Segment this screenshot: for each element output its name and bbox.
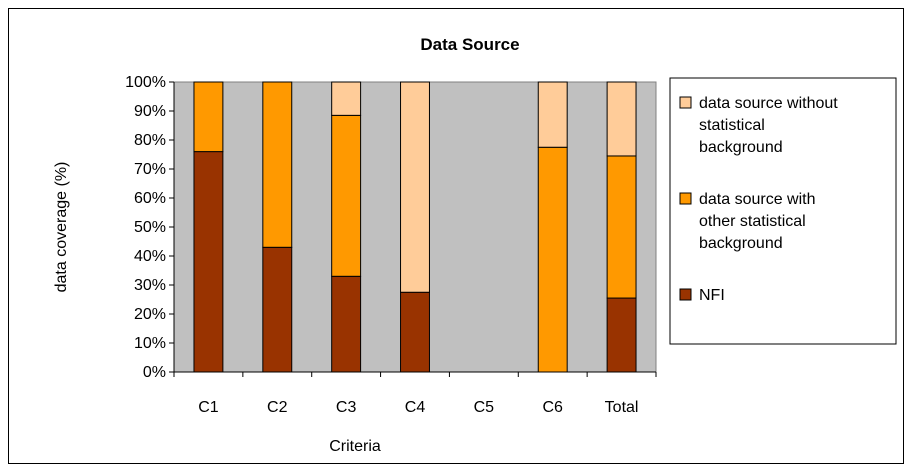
x-axis-title: Criteria (329, 438, 381, 455)
bar-segment (331, 114, 362, 277)
y-tick-label: 100% (125, 74, 166, 91)
bar-segment (331, 81, 362, 116)
stacked-bar-chart: Data Source 0% 10% 20% 30% 40% 50% 60% 70% 80% 90… (8, 8, 904, 464)
bar-segment (193, 81, 224, 153)
legend-label: NFI (699, 287, 725, 304)
y-tick-label: 40% (134, 248, 166, 265)
y-tick-label: 90% (134, 103, 166, 120)
bar-segment (262, 81, 293, 248)
x-tick-label: C6 (542, 399, 563, 416)
y-tick-label: 50% (134, 219, 166, 236)
bar-segment (537, 146, 568, 373)
y-tick-label: 60% (134, 190, 166, 207)
bars-group (193, 81, 637, 373)
y-tick-label: 10% (134, 335, 166, 352)
x-tick-label: C4 (405, 399, 426, 416)
y-tick-label: 0% (143, 364, 166, 381)
bar-segment (193, 151, 224, 373)
x-axis: C1 C2 C3 C4 C5 C6 Total (173, 371, 657, 416)
x-tick-label: Total (605, 399, 639, 416)
bar-segment (537, 81, 568, 148)
y-tick-label: 70% (134, 161, 166, 178)
x-tick-label: C2 (267, 399, 288, 416)
legend-swatch (679, 288, 692, 301)
legend-label: data source without statistical background (699, 95, 838, 156)
bar-segment (400, 291, 430, 373)
y-tick-label: 80% (134, 132, 166, 149)
legend-swatch (679, 192, 692, 205)
chart-container: Data Source 0% 10% 20% 30% 40% 50% 60% 70% 80% 90… (8, 8, 904, 464)
bar-segment (606, 297, 637, 373)
y-tick-label: 20% (134, 306, 166, 323)
chart-title: Data Source (420, 35, 519, 54)
legend-box (669, 77, 897, 345)
legend-swatch (679, 96, 692, 109)
bar-segment (262, 246, 293, 373)
legend: data source without statistical background… (679, 95, 838, 304)
y-axis: 0% 10% 20% 30% 40% 50% 60% 70% 80% 90% 100% (125, 74, 175, 381)
y-tick-label: 30% (134, 277, 166, 294)
bar-segment (331, 275, 362, 373)
x-tick-label: C1 (198, 399, 219, 416)
y-axis-title: data coverage (%) (53, 162, 70, 293)
legend-label: data source with other statistical backgro… (699, 191, 816, 252)
bar-segment (606, 81, 637, 157)
x-tick-label: C5 (474, 399, 495, 416)
bar-segment (400, 81, 430, 293)
x-tick-label: C3 (336, 399, 357, 416)
bar-segment (606, 155, 637, 299)
